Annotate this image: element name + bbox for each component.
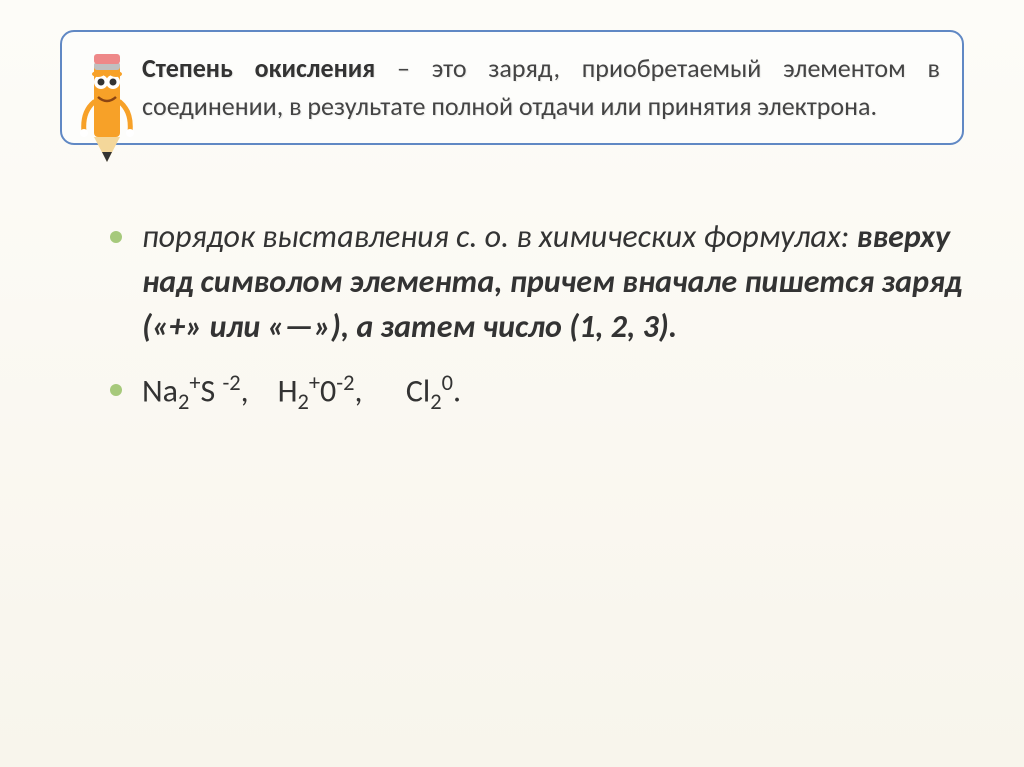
list-item-order: порядок выставления с. о. в химических ф… — [110, 215, 964, 349]
sep: , — [354, 371, 405, 410]
formula-cl: Cl — [406, 371, 430, 410]
sup: + — [309, 370, 320, 397]
sep: , — [241, 371, 278, 410]
formula-s: S — [201, 371, 223, 410]
formula-h: H — [278, 371, 298, 410]
period: . — [453, 371, 461, 410]
definition-text: Степень окисления – это заряд, приобрета… — [142, 50, 940, 125]
sub: 2 — [298, 389, 309, 416]
content-list: порядок выставления с. о. в химических ф… — [60, 215, 964, 418]
definition-box: Степень окисления – это заряд, приобрета… — [60, 30, 964, 145]
formula-o: 0 — [320, 371, 336, 410]
sub: 2 — [178, 389, 189, 416]
list-item-formulas: Na2+S -2, H2+0-2, Cl20. — [110, 368, 964, 418]
sub: 2 — [430, 389, 441, 416]
formula-na: Na — [142, 371, 178, 410]
definition-title: Степень окисления — [142, 52, 375, 84]
sup: 0 — [442, 370, 453, 397]
sup: + — [189, 370, 200, 397]
sup: -2 — [336, 370, 354, 397]
sup: -2 — [222, 370, 240, 397]
bullet-intro: порядок выставления с. о. в химических ф… — [142, 217, 857, 256]
pencil-character-icon — [72, 27, 142, 167]
